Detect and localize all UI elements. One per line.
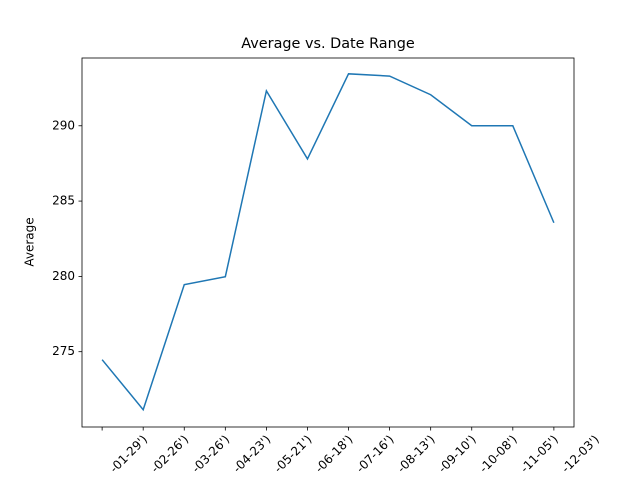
y-tick-label: 275 bbox=[52, 344, 75, 358]
x-tick-label: -01-29') bbox=[107, 432, 150, 475]
y-tick-label: 280 bbox=[52, 269, 75, 283]
y-tick-label: 290 bbox=[52, 118, 75, 132]
x-tick-label: -03-26') bbox=[189, 432, 232, 475]
x-tick-label: -04-23') bbox=[230, 432, 273, 475]
x-tick-label: -05-21') bbox=[271, 432, 314, 475]
chart-title: Average vs. Date Range bbox=[241, 36, 415, 52]
x-tick-label: -02-26') bbox=[148, 432, 191, 475]
plot-frame bbox=[81, 57, 575, 428]
x-tick-label: -11-05') bbox=[518, 432, 561, 475]
line bbox=[101, 73, 555, 412]
x-tick-label: -09-10') bbox=[436, 432, 479, 475]
x-tick-label: -06-18') bbox=[312, 432, 355, 475]
x-tick-label: -10-08') bbox=[477, 432, 520, 475]
x-tick-label: -07-16') bbox=[353, 432, 396, 475]
y-axis-label: Average bbox=[23, 217, 37, 266]
x-tick-label: -08-13') bbox=[394, 432, 437, 475]
y-tick-label: 285 bbox=[52, 194, 75, 208]
x-tick-label: -12-03') bbox=[559, 432, 602, 475]
